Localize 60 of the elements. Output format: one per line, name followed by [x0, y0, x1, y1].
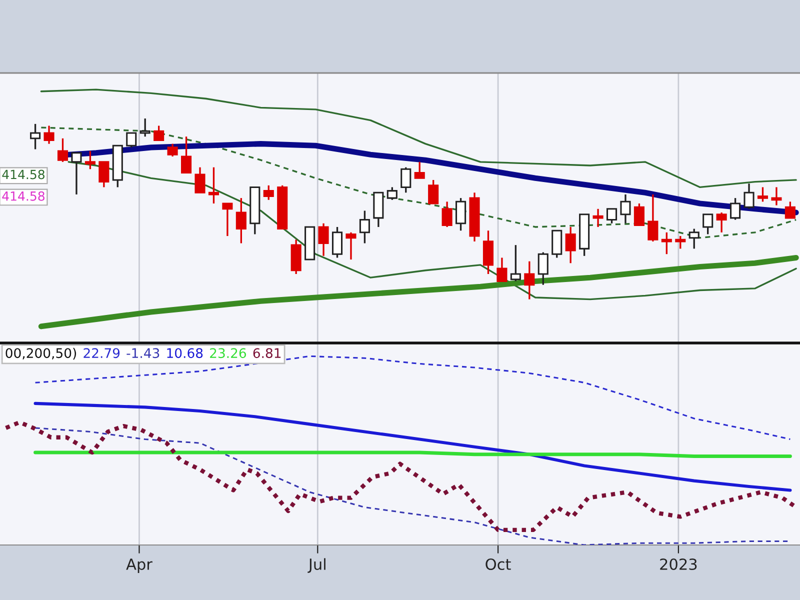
text: 10.68: [167, 348, 203, 358]
series-label: 22.79: [84, 348, 120, 358]
candlestick: [661, 232, 672, 255]
candlestick: [57, 138, 68, 163]
candlestick: [634, 202, 644, 226]
candlestick: [482, 230, 494, 275]
annotation: 414.58: [2, 170, 44, 180]
candlestick: [648, 194, 658, 242]
candlestick: [126, 132, 137, 148]
candlestick: [592, 208, 604, 228]
candlestick: [332, 226, 343, 259]
candlestick: [167, 142, 178, 158]
candlestick: [620, 194, 631, 224]
candlestick: [688, 228, 700, 250]
candlestick: [757, 186, 768, 203]
legend-title: 00,200,50): [6, 348, 76, 360]
candlestick: [771, 186, 782, 206]
candlestick: [222, 202, 233, 237]
candlestick: [524, 260, 535, 300]
x-tick-label: Oct: [486, 558, 511, 570]
candlestick: [565, 226, 576, 264]
candlestick: [208, 166, 219, 204]
candlestick: [44, 124, 54, 145]
candlestick: [675, 235, 686, 250]
candlestick: [538, 251, 548, 286]
candlestick: [318, 222, 329, 257]
candlestick: [606, 208, 618, 224]
candlestick: [442, 200, 452, 228]
annotation: 414.58: [2, 191, 44, 201]
candlestick: [496, 256, 508, 282]
candlestick: [428, 179, 439, 204]
x-tick-label: Apr: [126, 558, 152, 573]
candlestick: [263, 184, 274, 201]
candlestick: [154, 124, 164, 142]
candlestick: [456, 197, 466, 232]
text: -1.43: [126, 348, 160, 358]
candlestick: [414, 161, 425, 180]
candlestick: [236, 197, 246, 244]
candlestick: [346, 232, 356, 260]
text: 23.26: [210, 348, 246, 358]
candlestick: [386, 186, 398, 201]
candlestick: [400, 166, 412, 194]
x-tick-label: 2023: [660, 558, 697, 570]
candlestick: [181, 136, 192, 174]
candlestick: [744, 182, 754, 210]
candlestick: [730, 197, 741, 221]
candlestick: [552, 230, 562, 259]
x-tick-label: Jul: [308, 558, 326, 573]
candlestick: [84, 150, 96, 170]
candlestick: [30, 123, 41, 150]
candlestick: [716, 212, 727, 234]
candlestick: [140, 118, 150, 138]
candlestick: [702, 213, 714, 236]
candlestick: [98, 161, 110, 188]
candlestick: [510, 244, 521, 282]
candlestick: [784, 200, 796, 219]
text: 6.81: [253, 348, 281, 358]
candlestick: [359, 210, 370, 244]
candlestick: [71, 152, 82, 196]
candlestick: [194, 166, 206, 194]
